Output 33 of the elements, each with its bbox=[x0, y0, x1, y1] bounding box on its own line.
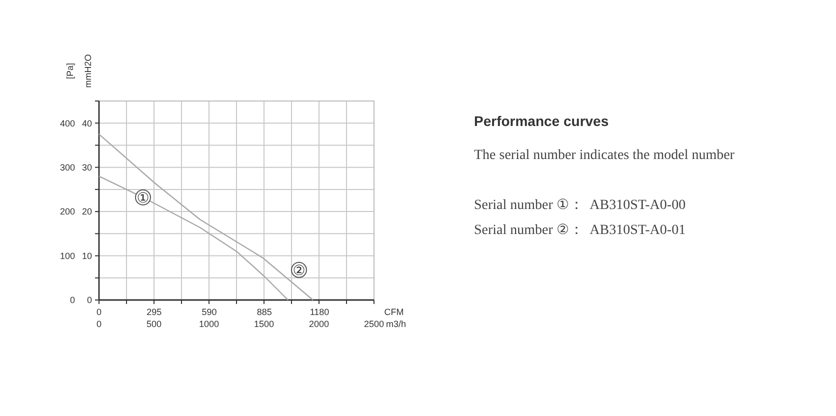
y-tick-label: 300 bbox=[60, 162, 75, 172]
x-tick-label: 2000 bbox=[308, 319, 330, 329]
y2-tick-label: 30 bbox=[82, 162, 92, 172]
annotation: ② bbox=[292, 262, 306, 278]
line-series bbox=[98, 176, 289, 301]
x2-tick-label: 295 bbox=[146, 307, 162, 317]
x2-tick-label: 590 bbox=[202, 307, 217, 317]
text: The serial number indicates the model number bbox=[474, 148, 735, 163]
y2-tick-label: 20 bbox=[82, 206, 92, 217]
x2-tick-label: 1180 bbox=[310, 307, 330, 317]
x-tick-label: 1000 bbox=[198, 319, 220, 329]
annotation: ① bbox=[136, 189, 150, 206]
y2-tick-label: 10 bbox=[82, 250, 92, 261]
y2-tick-label: 0 bbox=[86, 295, 92, 306]
x-axis-title: m3/h bbox=[386, 319, 406, 329]
y-tick-label: 100 bbox=[60, 250, 75, 261]
y-tick-label: 400 bbox=[60, 118, 75, 128]
x2-axis-title: CFM bbox=[384, 307, 404, 317]
y2-axis-title: mmH2O bbox=[83, 54, 94, 88]
x-tick-label: 2500 bbox=[364, 319, 384, 329]
y-axis-title: [Pa] bbox=[65, 62, 76, 80]
y2-tick-label: 40 bbox=[82, 118, 92, 128]
x2-tick-label: 885 bbox=[256, 307, 272, 317]
x2-tick-label: 0 bbox=[96, 307, 102, 317]
y-tick-label: 0 bbox=[70, 295, 75, 306]
x-tick-label: 0 bbox=[96, 319, 102, 329]
x-tick-label: 1500 bbox=[254, 319, 274, 329]
text: Serial number ②： AB310ST-A0-01 bbox=[474, 223, 686, 238]
text: Serial number ①： AB310ST-A0-00 bbox=[474, 198, 686, 213]
text: Performance curves bbox=[474, 113, 609, 129]
y-tick-label: 200 bbox=[60, 206, 75, 217]
x-tick-label: 500 bbox=[146, 319, 162, 329]
line-series bbox=[98, 134, 314, 301]
